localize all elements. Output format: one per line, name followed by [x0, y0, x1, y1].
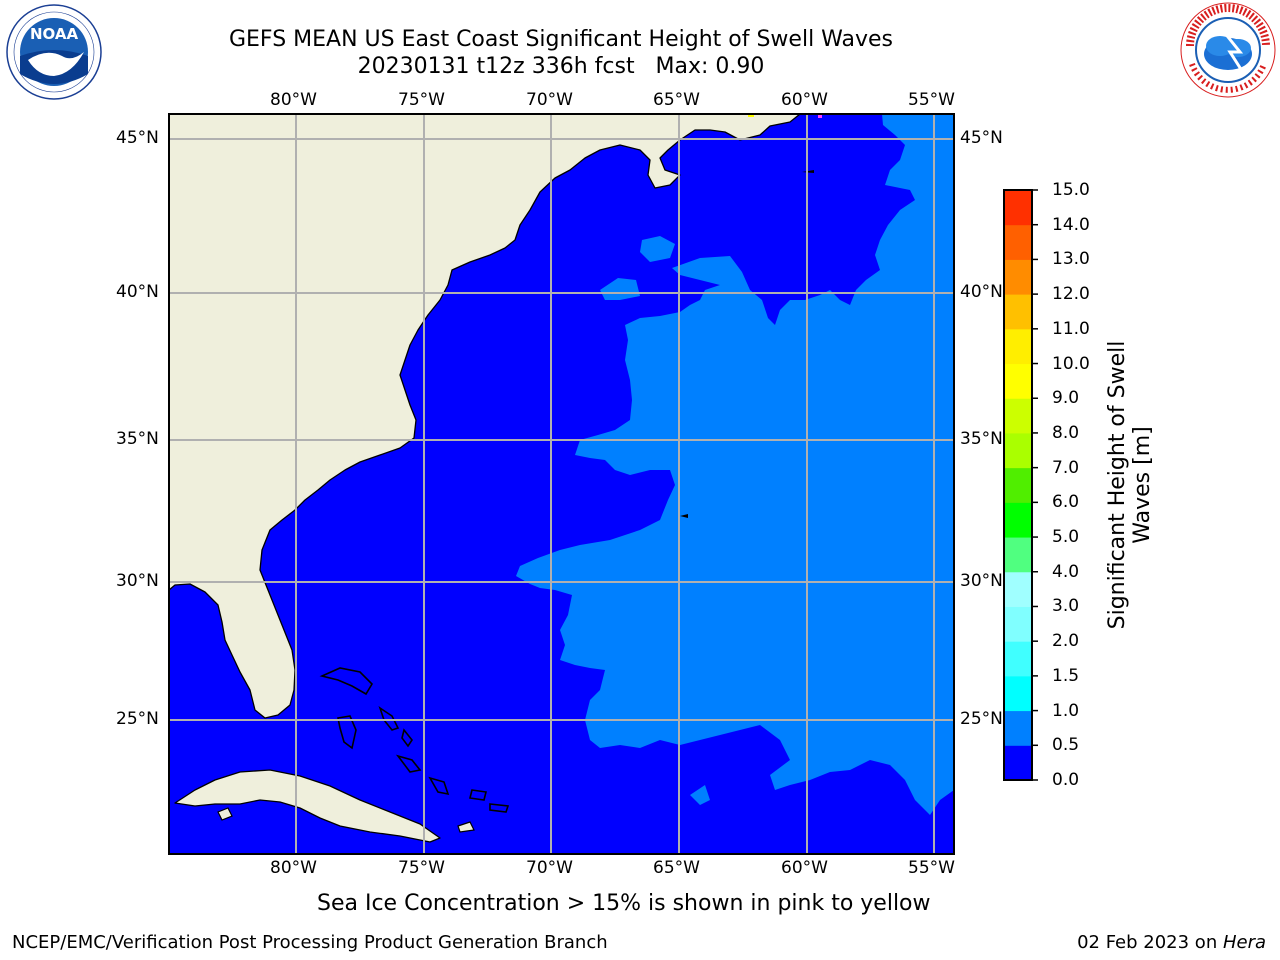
lat-tick-left: 40°N: [116, 282, 159, 302]
lat-tick-right: 30°N: [960, 571, 1003, 591]
swell-0.5-1.0-patch: [640, 236, 675, 262]
lon-tick-top: 60°W: [781, 90, 828, 110]
colorbar-tick-label: 13.0: [1052, 249, 1090, 270]
footer-credit: NCEP/EMC/Verification Post Processing Pr…: [12, 932, 608, 953]
colorbar-segment: [1004, 294, 1032, 330]
lon-tick-top: 70°W: [526, 90, 573, 110]
colorbar-segment: [1004, 710, 1032, 746]
colorbar-tick-label: 8.0: [1052, 422, 1080, 443]
lon-tick-top: 55°W: [908, 90, 955, 110]
lat-tick-right: 35°N: [960, 429, 1003, 449]
colorbar-segment: [1004, 363, 1032, 399]
colorbar-segment: [1004, 328, 1032, 365]
colorbar-tick-label: 11.0: [1052, 318, 1090, 339]
land-north-america: [169, 114, 801, 719]
colorbar-tick-label: 9.0: [1052, 388, 1080, 409]
colorbar-segment: [1004, 224, 1032, 260]
colorbar-tick-label: 15.0: [1052, 180, 1090, 200]
map-frame: [168, 113, 955, 855]
colorbar-tick-label: 10.0: [1052, 353, 1090, 374]
colorbar-tick-label: 3.0: [1052, 596, 1080, 617]
land-hispaniola-tip: [457, 821, 475, 833]
lat-tick-right: 45°N: [960, 128, 1003, 148]
lon-tick-top: 75°W: [398, 90, 445, 110]
colorbar-segment: [1004, 190, 1032, 226]
colorbar-tick-label: 12.0: [1052, 284, 1090, 305]
noaa-logo: NOAA: [6, 4, 102, 100]
lon-tick-bottom: 80°W: [270, 858, 317, 878]
colorbar-segment: [1004, 537, 1032, 573]
colorbar-tick-label: 4.0: [1052, 561, 1080, 582]
chart-title: GEFS MEAN US East Coast Significant Heig…: [228, 27, 894, 52]
nws-logo: [1180, 2, 1276, 98]
land-cuba: [174, 769, 441, 843]
land-bahamas: [319, 667, 510, 813]
footer-host: Hera: [1222, 932, 1266, 953]
lat-tick-left: 45°N: [116, 128, 159, 148]
colorbar-title: Significant Height of Swell Waves [m]: [1105, 285, 1155, 685]
colorbar-segment: [1004, 259, 1032, 295]
colorbar-tick-label: 0.5: [1052, 735, 1080, 756]
colorbar-segment: [1004, 398, 1032, 434]
colorbar-tick-label: 1.5: [1052, 665, 1080, 686]
colorbar-tick-label: 0.0: [1052, 770, 1080, 790]
lon-tick-bottom: 65°W: [653, 858, 700, 878]
colorbar-title-line1: Significant Height of Swell: [1105, 340, 1130, 630]
lon-tick-top: 80°W: [270, 90, 317, 110]
lon-tick-bottom: 75°W: [398, 858, 445, 878]
lat-tick-left: 25°N: [116, 709, 159, 729]
sea-ice-marker: [748, 114, 754, 117]
colorbar-segment: [1004, 675, 1032, 712]
lon-tick-bottom: 60°W: [781, 858, 828, 878]
footer-date: 02 Feb 2023 on Hera: [1077, 932, 1266, 954]
colorbar-segment: [1004, 467, 1032, 503]
sea-ice-caption: Sea Ice Concentration > 15% is shown in …: [317, 891, 931, 916]
lon-tick-top: 65°W: [653, 90, 700, 110]
chart-subtitle: 20230131 t12z 336h fcst Max: 0.90: [357, 54, 765, 79]
colorbar-segment: [1004, 641, 1032, 677]
graticule: [169, 114, 954, 854]
colorbar: [1003, 189, 1038, 781]
sea-ice-marker: [818, 114, 822, 118]
colorbar-segment: [1004, 432, 1032, 469]
colorbar-segment: [1004, 606, 1032, 642]
land-isle-of-youth: [217, 807, 233, 821]
svg-text:NOAA: NOAA: [30, 25, 79, 43]
colorbar-tick-label: 6.0: [1052, 492, 1080, 513]
colorbar-tick-label: 14.0: [1052, 214, 1090, 235]
colorbar-segment: [1004, 571, 1032, 607]
lon-tick-bottom: 55°W: [908, 858, 955, 878]
swell-0.5-1.0-region: [516, 114, 954, 815]
land-bermuda: [680, 514, 688, 518]
lat-tick-left: 35°N: [116, 429, 159, 449]
colorbar-tick-label: 5.0: [1052, 527, 1080, 548]
swell-0.5-1.0-patch: [690, 785, 710, 805]
colorbar-tick-label: 2.0: [1052, 631, 1080, 652]
colorbar-frame: [1003, 189, 1033, 781]
colorbar-title-line2: Waves [m]: [1130, 426, 1155, 544]
lat-tick-left: 30°N: [116, 571, 159, 591]
colorbar-segment: [1004, 745, 1032, 781]
footer-date-text: 02 Feb 2023 on: [1077, 932, 1223, 953]
swell-0.5-1.0-patch: [600, 278, 640, 300]
lat-tick-right: 25°N: [960, 709, 1003, 729]
colorbar-tick-label: 1.0: [1052, 700, 1080, 721]
colorbar-tick-label: 7.0: [1052, 457, 1080, 478]
colorbar-segment: [1004, 502, 1032, 538]
lat-tick-right: 40°N: [960, 282, 1003, 302]
lon-tick-bottom: 70°W: [526, 858, 573, 878]
